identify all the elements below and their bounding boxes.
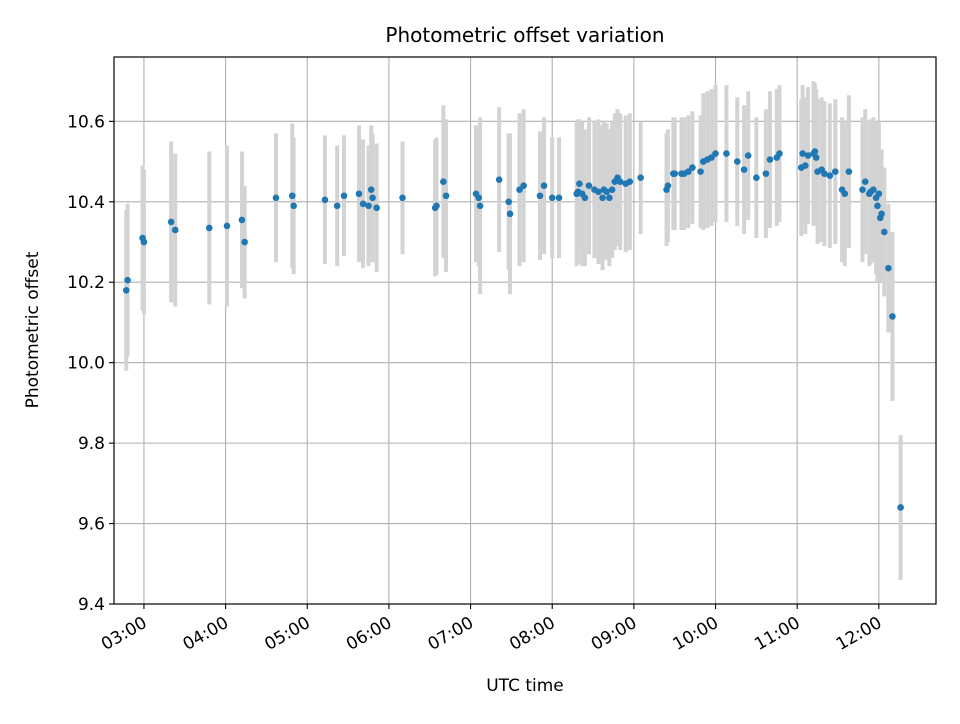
- data-point: [167, 218, 175, 226]
- data-point: [804, 152, 812, 159]
- data-point: [140, 238, 148, 246]
- data-point: [708, 154, 715, 161]
- data-point: [555, 194, 563, 202]
- y-tick-label: 9.6: [78, 515, 105, 535]
- chart-title: Photometric offset variation: [385, 23, 664, 47]
- data-point: [685, 168, 692, 175]
- y-tick-label: 10.4: [67, 193, 105, 213]
- data-point: [122, 286, 130, 294]
- data-point: [689, 164, 696, 171]
- data-point: [776, 150, 783, 157]
- data-point: [845, 168, 853, 175]
- data-point: [608, 186, 616, 194]
- data-point: [603, 188, 610, 196]
- data-point: [740, 166, 748, 173]
- data-point: [897, 504, 904, 511]
- data-point: [585, 182, 593, 190]
- data-point: [548, 194, 556, 202]
- data-point: [811, 148, 819, 155]
- data-point: [476, 202, 484, 210]
- data-point: [355, 190, 363, 198]
- data-point: [205, 224, 213, 232]
- data-point: [373, 204, 380, 212]
- data-point: [723, 150, 730, 157]
- data-point: [626, 178, 634, 185]
- data-point: [506, 210, 514, 218]
- y-tick-label: 9.8: [78, 434, 105, 454]
- data-point: [290, 202, 297, 210]
- x-axis-label: UTC time: [486, 676, 564, 696]
- data-point: [874, 202, 881, 210]
- data-point: [505, 198, 512, 206]
- data-point: [831, 168, 839, 175]
- data-point: [697, 168, 704, 175]
- data-point: [516, 186, 523, 194]
- y-axis-label: Photometric offset: [23, 251, 43, 408]
- data-point: [889, 313, 896, 320]
- data-point: [875, 190, 883, 198]
- data-point: [812, 154, 820, 161]
- data-point: [536, 192, 544, 200]
- data-point: [637, 174, 644, 181]
- data-point: [878, 210, 885, 218]
- data-point: [841, 190, 849, 198]
- data-point: [540, 182, 548, 190]
- data-point: [606, 194, 613, 202]
- data-point: [616, 178, 624, 185]
- data-point: [595, 188, 602, 196]
- data-point: [880, 228, 888, 236]
- data-point: [171, 226, 179, 234]
- data-point: [440, 178, 447, 185]
- data-point: [124, 276, 131, 284]
- data-point: [433, 202, 440, 210]
- data-point: [288, 192, 296, 200]
- data-point: [821, 170, 828, 177]
- data-point: [340, 192, 348, 200]
- data-point: [576, 180, 583, 187]
- data-point: [321, 196, 329, 204]
- y-tick-label: 10.6: [67, 112, 105, 132]
- data-point: [365, 202, 372, 210]
- data-point: [859, 186, 866, 194]
- data-point: [272, 194, 280, 202]
- data-point: [861, 178, 869, 185]
- data-point: [520, 182, 527, 190]
- data-point: [333, 202, 341, 210]
- data-point: [238, 216, 246, 224]
- data-point: [870, 186, 877, 194]
- y-tick-label: 10.2: [67, 273, 105, 293]
- data-point: [671, 170, 679, 177]
- data-point: [442, 192, 450, 200]
- data-point: [664, 182, 672, 190]
- data-point: [495, 176, 503, 183]
- data-point: [599, 194, 606, 202]
- plot-frame: [113, 56, 937, 605]
- y-tick-label: 9.4: [78, 595, 105, 615]
- data-point: [241, 238, 248, 246]
- data-point: [581, 194, 589, 202]
- data-point: [475, 194, 483, 202]
- y-tick-label: 10.0: [67, 354, 105, 374]
- data-point: [367, 186, 375, 194]
- data-point: [826, 172, 834, 179]
- data-point: [359, 200, 367, 208]
- data-point: [766, 156, 774, 163]
- data-point: [223, 222, 231, 230]
- data-point: [369, 194, 376, 202]
- data-point: [762, 170, 770, 177]
- data-points: [122, 148, 904, 511]
- data-point: [753, 174, 760, 181]
- data-point: [399, 194, 406, 202]
- data-point: [799, 150, 806, 157]
- data-point: [712, 150, 719, 157]
- data-point: [734, 158, 741, 165]
- data-point: [802, 162, 809, 169]
- data-point: [744, 152, 752, 159]
- data-point: [885, 264, 892, 272]
